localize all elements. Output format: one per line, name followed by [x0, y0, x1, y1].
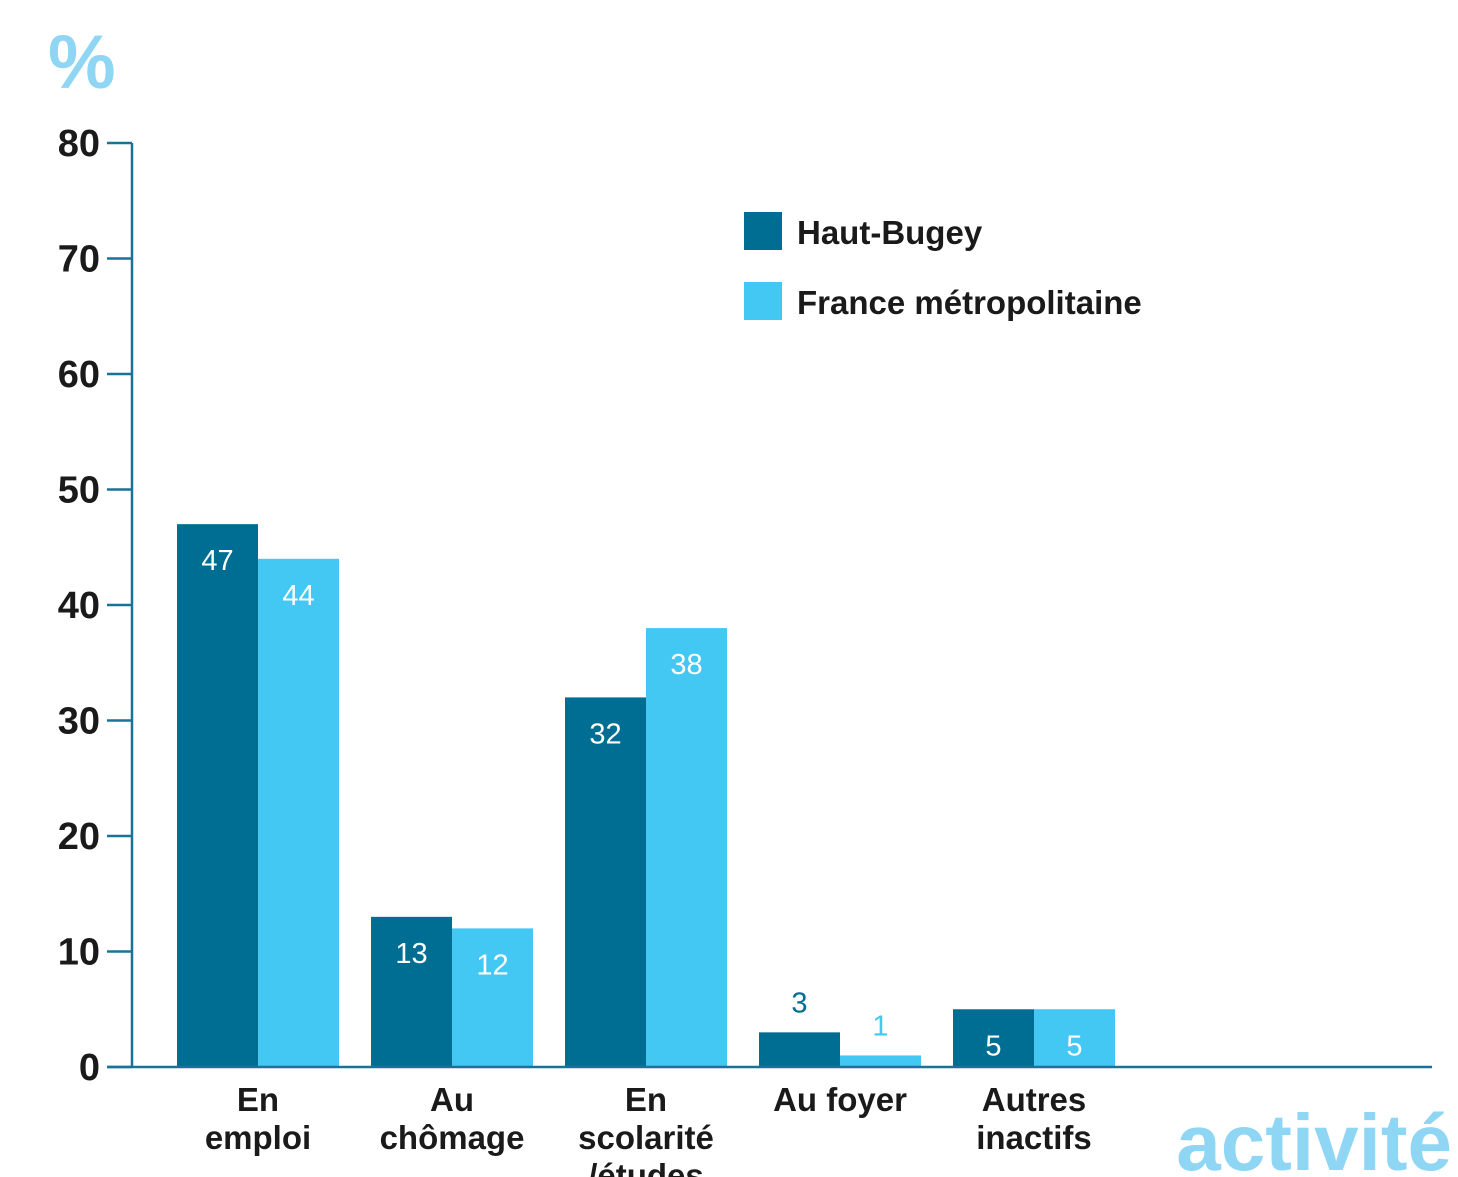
data-label: 13	[395, 938, 427, 970]
data-label: 44	[282, 580, 314, 612]
bars	[177, 524, 1115, 1067]
category-label-line: Autres	[982, 1081, 1087, 1118]
y-tick-label: 10	[58, 932, 100, 974]
category-label-line: Au	[430, 1081, 474, 1118]
category-label-line: scolarité	[578, 1119, 714, 1156]
y-axis-unit-label: %	[48, 20, 116, 105]
legend-label: France métropolitaine	[797, 284, 1142, 321]
bar	[1034, 1009, 1115, 1067]
legend-swatch	[744, 282, 782, 320]
y-axis: 0 10 20 30 40 50 60 70 80	[58, 123, 134, 1089]
bar	[452, 928, 533, 1067]
legend-swatch	[744, 212, 782, 250]
category-label-line: En	[625, 1081, 667, 1118]
legend-label: Haut-Bugey	[797, 214, 983, 251]
category-label: Au chômage	[380, 1081, 525, 1156]
y-tick-label: 70	[58, 239, 100, 281]
y-tick-label: 20	[58, 816, 100, 858]
section-word: activité	[1176, 1098, 1452, 1177]
data-label: 5	[1066, 1030, 1082, 1062]
bar	[759, 1032, 840, 1067]
category-label-line: En	[237, 1081, 279, 1118]
y-tick-label: 50	[58, 470, 100, 512]
category-label-line: inactifs	[976, 1119, 1092, 1156]
category-label: En scolarité/études	[578, 1081, 714, 1177]
category-label: En emploi	[205, 1081, 311, 1156]
bar	[953, 1009, 1034, 1067]
y-tick-label: 80	[58, 123, 100, 165]
data-label: 47	[201, 545, 233, 577]
data-labels: 47 13 32 3 5 44 12 38 1 5	[201, 545, 1082, 1062]
data-label: 12	[476, 949, 508, 981]
bar	[565, 697, 646, 1067]
category-label-line: chômage	[380, 1119, 525, 1156]
category-label: Au foyer	[773, 1081, 907, 1118]
category-label-line: Au foyer	[773, 1081, 907, 1118]
bar	[840, 1055, 921, 1067]
category-label-line: emploi	[205, 1119, 311, 1156]
category-label: Autres inactifs	[976, 1081, 1092, 1156]
data-label: 3	[791, 987, 807, 1019]
y-tick-label: 0	[79, 1047, 100, 1089]
y-tick-label: 40	[58, 585, 100, 627]
bar	[646, 628, 727, 1067]
bar	[371, 916, 452, 1067]
bar	[258, 558, 339, 1067]
data-label: 5	[985, 1030, 1001, 1062]
category-label-line: /études	[588, 1157, 704, 1177]
bar	[177, 524, 258, 1067]
y-tick-label: 30	[58, 701, 100, 743]
data-label: 32	[589, 718, 621, 750]
legend: Haut-Bugey France métropolitaine	[744, 212, 1142, 321]
data-label: 38	[670, 649, 702, 681]
y-tick-label: 60	[58, 354, 100, 396]
data-label: 1	[872, 1010, 888, 1042]
